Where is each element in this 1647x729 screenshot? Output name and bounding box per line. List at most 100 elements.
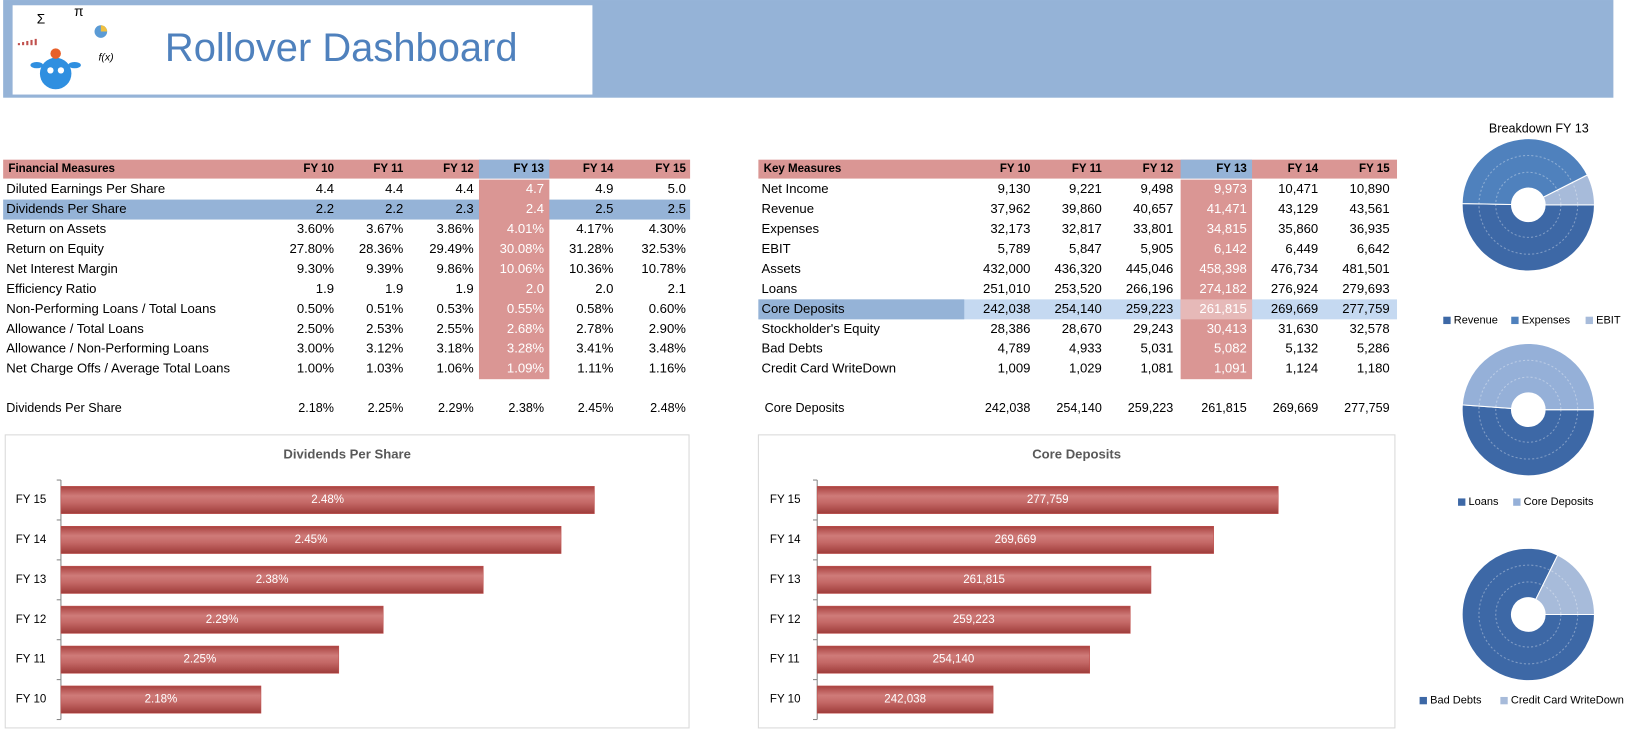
bar — [60, 565, 484, 594]
column-header: FY 14 — [583, 163, 614, 175]
cell-value: 39,860 — [1062, 201, 1102, 216]
cell-value: 2.90% — [649, 321, 687, 336]
cell-value: 1.06% — [437, 361, 475, 376]
row-label: EBIT — [762, 241, 791, 256]
pie-slice — [1461, 547, 1596, 682]
legend-label: Revenue — [1454, 314, 1498, 326]
cell-value: 28.36% — [359, 241, 404, 256]
cell-value: 1,180 — [1357, 361, 1390, 376]
row-label: Stockholder's Equity — [762, 321, 881, 336]
cell-value: 5,031 — [1140, 341, 1173, 356]
cell-value: 5,132 — [1285, 341, 1318, 356]
ring-line — [1495, 581, 1562, 648]
ring-line — [1478, 564, 1579, 665]
legend-label: Loans — [1469, 496, 1500, 508]
column-header: FY 11 — [1072, 163, 1103, 175]
data-label: 277,759 — [1027, 494, 1069, 506]
y-tick-label: FY 11 — [770, 654, 800, 666]
cell-value: 259,223 — [1126, 301, 1173, 316]
cell-value: 4.01% — [507, 221, 545, 236]
summary-value: 2.38% — [508, 401, 544, 415]
row-label: Net Charge Offs / Average Total Loans — [6, 361, 230, 376]
summary-label: Core Deposits — [765, 401, 845, 415]
cell-value: 34,815 — [1207, 221, 1247, 236]
cell-value: 32,173 — [990, 221, 1030, 236]
cell-value: 2.3 — [455, 201, 473, 216]
row-label: Credit Card WriteDown — [762, 361, 897, 376]
cell-value: 2.5 — [668, 201, 686, 216]
column-header: FY 12 — [1143, 163, 1174, 175]
column-header: FY 10 — [1000, 163, 1031, 175]
bar — [816, 565, 1152, 594]
bar — [816, 605, 1131, 634]
cell-value: 0.55% — [507, 301, 545, 316]
cell-value: 1.11% — [577, 361, 614, 376]
y-tick-label: FY 15 — [770, 494, 801, 506]
cell-value: 31,630 — [1278, 321, 1318, 336]
cell-value: 445,046 — [1126, 261, 1173, 276]
cell-value: 31.28% — [569, 241, 614, 256]
row-label: Allowance / Non-Performing Loans — [6, 341, 209, 356]
data-label: 261,815 — [963, 574, 1005, 586]
cell-value: 3.28% — [507, 341, 545, 356]
data-label: 2.48% — [311, 494, 344, 506]
logo-symbol: π — [74, 4, 83, 19]
cell-value: 9.39% — [366, 261, 404, 276]
cell-value: 1.03% — [366, 361, 404, 376]
summary-value: 2.48% — [650, 401, 686, 415]
cell-value: 242,038 — [983, 301, 1030, 316]
y-tick-label: FY 10 — [16, 694, 47, 706]
cell-value: 2.55% — [437, 321, 475, 336]
row-label: Return on Assets — [6, 221, 106, 236]
y-tick-label: FY 10 — [770, 694, 801, 706]
bar — [60, 525, 562, 554]
column-header: FY 15 — [1359, 163, 1390, 175]
bar — [816, 645, 1090, 674]
cell-value: 1,124 — [1285, 361, 1318, 376]
cell-value: 5,847 — [1069, 241, 1102, 256]
pie-slice — [1461, 203, 1596, 272]
cell-value: 277,759 — [1342, 301, 1389, 316]
cell-value: 1.09% — [507, 361, 545, 376]
cell-value: 0.53% — [437, 301, 475, 316]
data-label: 2.29% — [206, 614, 239, 626]
legend-swatch — [1585, 316, 1593, 325]
cell-value: 1.16% — [649, 361, 687, 376]
bar — [60, 605, 384, 634]
cell-value: 2.78% — [576, 321, 614, 336]
bar — [60, 645, 340, 674]
cell-value: 1,029 — [1069, 361, 1102, 376]
data-label: 2.38% — [256, 574, 289, 586]
bar — [60, 486, 595, 514]
ring-line — [1478, 154, 1579, 255]
row-label: Net Income — [762, 181, 829, 196]
data-label: 259,223 — [953, 614, 995, 626]
highlight-cell — [1180, 299, 1253, 320]
y-tick-label: FY 13 — [16, 574, 47, 586]
cell-value: 6,142 — [1214, 241, 1247, 256]
logo-symbol: Σ — [37, 12, 45, 27]
cell-value: 5.0 — [668, 181, 686, 196]
cell-value: 3.48% — [649, 341, 687, 356]
summary-label: Dividends Per Share — [6, 401, 122, 415]
legend-swatch — [1513, 498, 1521, 506]
data-label: 242,038 — [884, 694, 926, 706]
row-label: Efficiency Ratio — [6, 281, 96, 296]
row-label: Non-Performing Loans / Total Loans — [6, 301, 216, 316]
cell-value: 6,642 — [1357, 241, 1390, 256]
legend-swatch — [1458, 498, 1466, 506]
cell-value: 1.9 — [385, 281, 403, 296]
cell-value: 43,129 — [1278, 201, 1318, 216]
cell-value: 32.53% — [641, 241, 686, 256]
cell-value: 3.18% — [437, 341, 475, 356]
summary-value: 2.45% — [578, 401, 614, 415]
summary-value: 254,140 — [1056, 401, 1102, 415]
cell-value: 9,973 — [1214, 181, 1247, 196]
cell-value: 3.12% — [366, 341, 404, 356]
cell-value: 2.4 — [526, 201, 544, 216]
pie-slice — [1461, 404, 1596, 477]
cell-value: 4,933 — [1069, 341, 1102, 356]
row-label: Return on Equity — [6, 241, 104, 256]
row-label: Allowance / Total Loans — [6, 321, 144, 336]
